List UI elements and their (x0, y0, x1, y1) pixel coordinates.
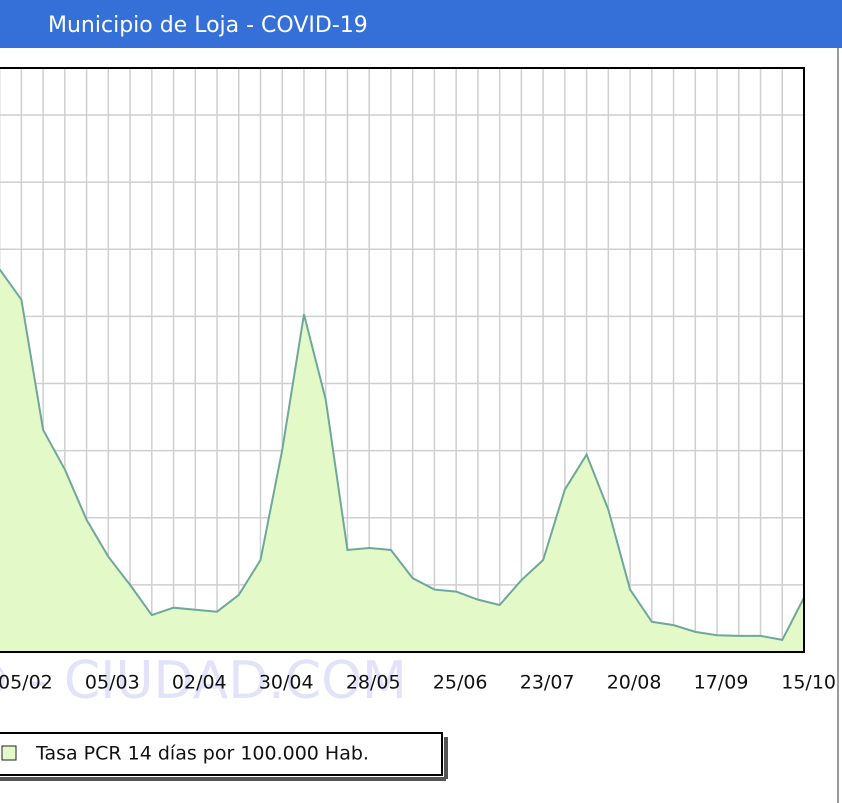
x-axis: 05/02 05/03 02/04 30/04 28/05 25/06 23/07 20/08… (0, 672, 836, 694)
line (0, 268, 805, 642)
header-bar (0, 0, 842, 48)
plot-area (0, 67, 805, 653)
x-tick-label: 28/05 (346, 672, 401, 694)
plot-background (0, 68, 804, 652)
area (0, 269, 804, 652)
x-tick-label: 20/08 (607, 672, 662, 694)
x-tick-label: 17/09 (694, 672, 749, 694)
x-tick-label: 05/03 (85, 672, 140, 694)
x-tick-label: 25/06 (433, 672, 488, 694)
legend (0, 732, 443, 776)
x-tick-label: 05/02 (0, 672, 53, 694)
x-tick-label: 02/04 (172, 672, 227, 694)
x-tick-label: 15/10 (781, 672, 836, 694)
watermark: © - CIUDAD.COM (0, 651, 407, 711)
x-tick-label: 23/07 (520, 672, 575, 694)
plot-frame (0, 67, 805, 653)
legend-label: Tasa PCR 14 días por 100.000 Hab. (35, 743, 369, 765)
legend-swatch (1, 745, 17, 761)
x-tick-label: 30/04 (259, 672, 314, 694)
chart-title: Municipio de Loja - COVID-19 (48, 13, 368, 38)
